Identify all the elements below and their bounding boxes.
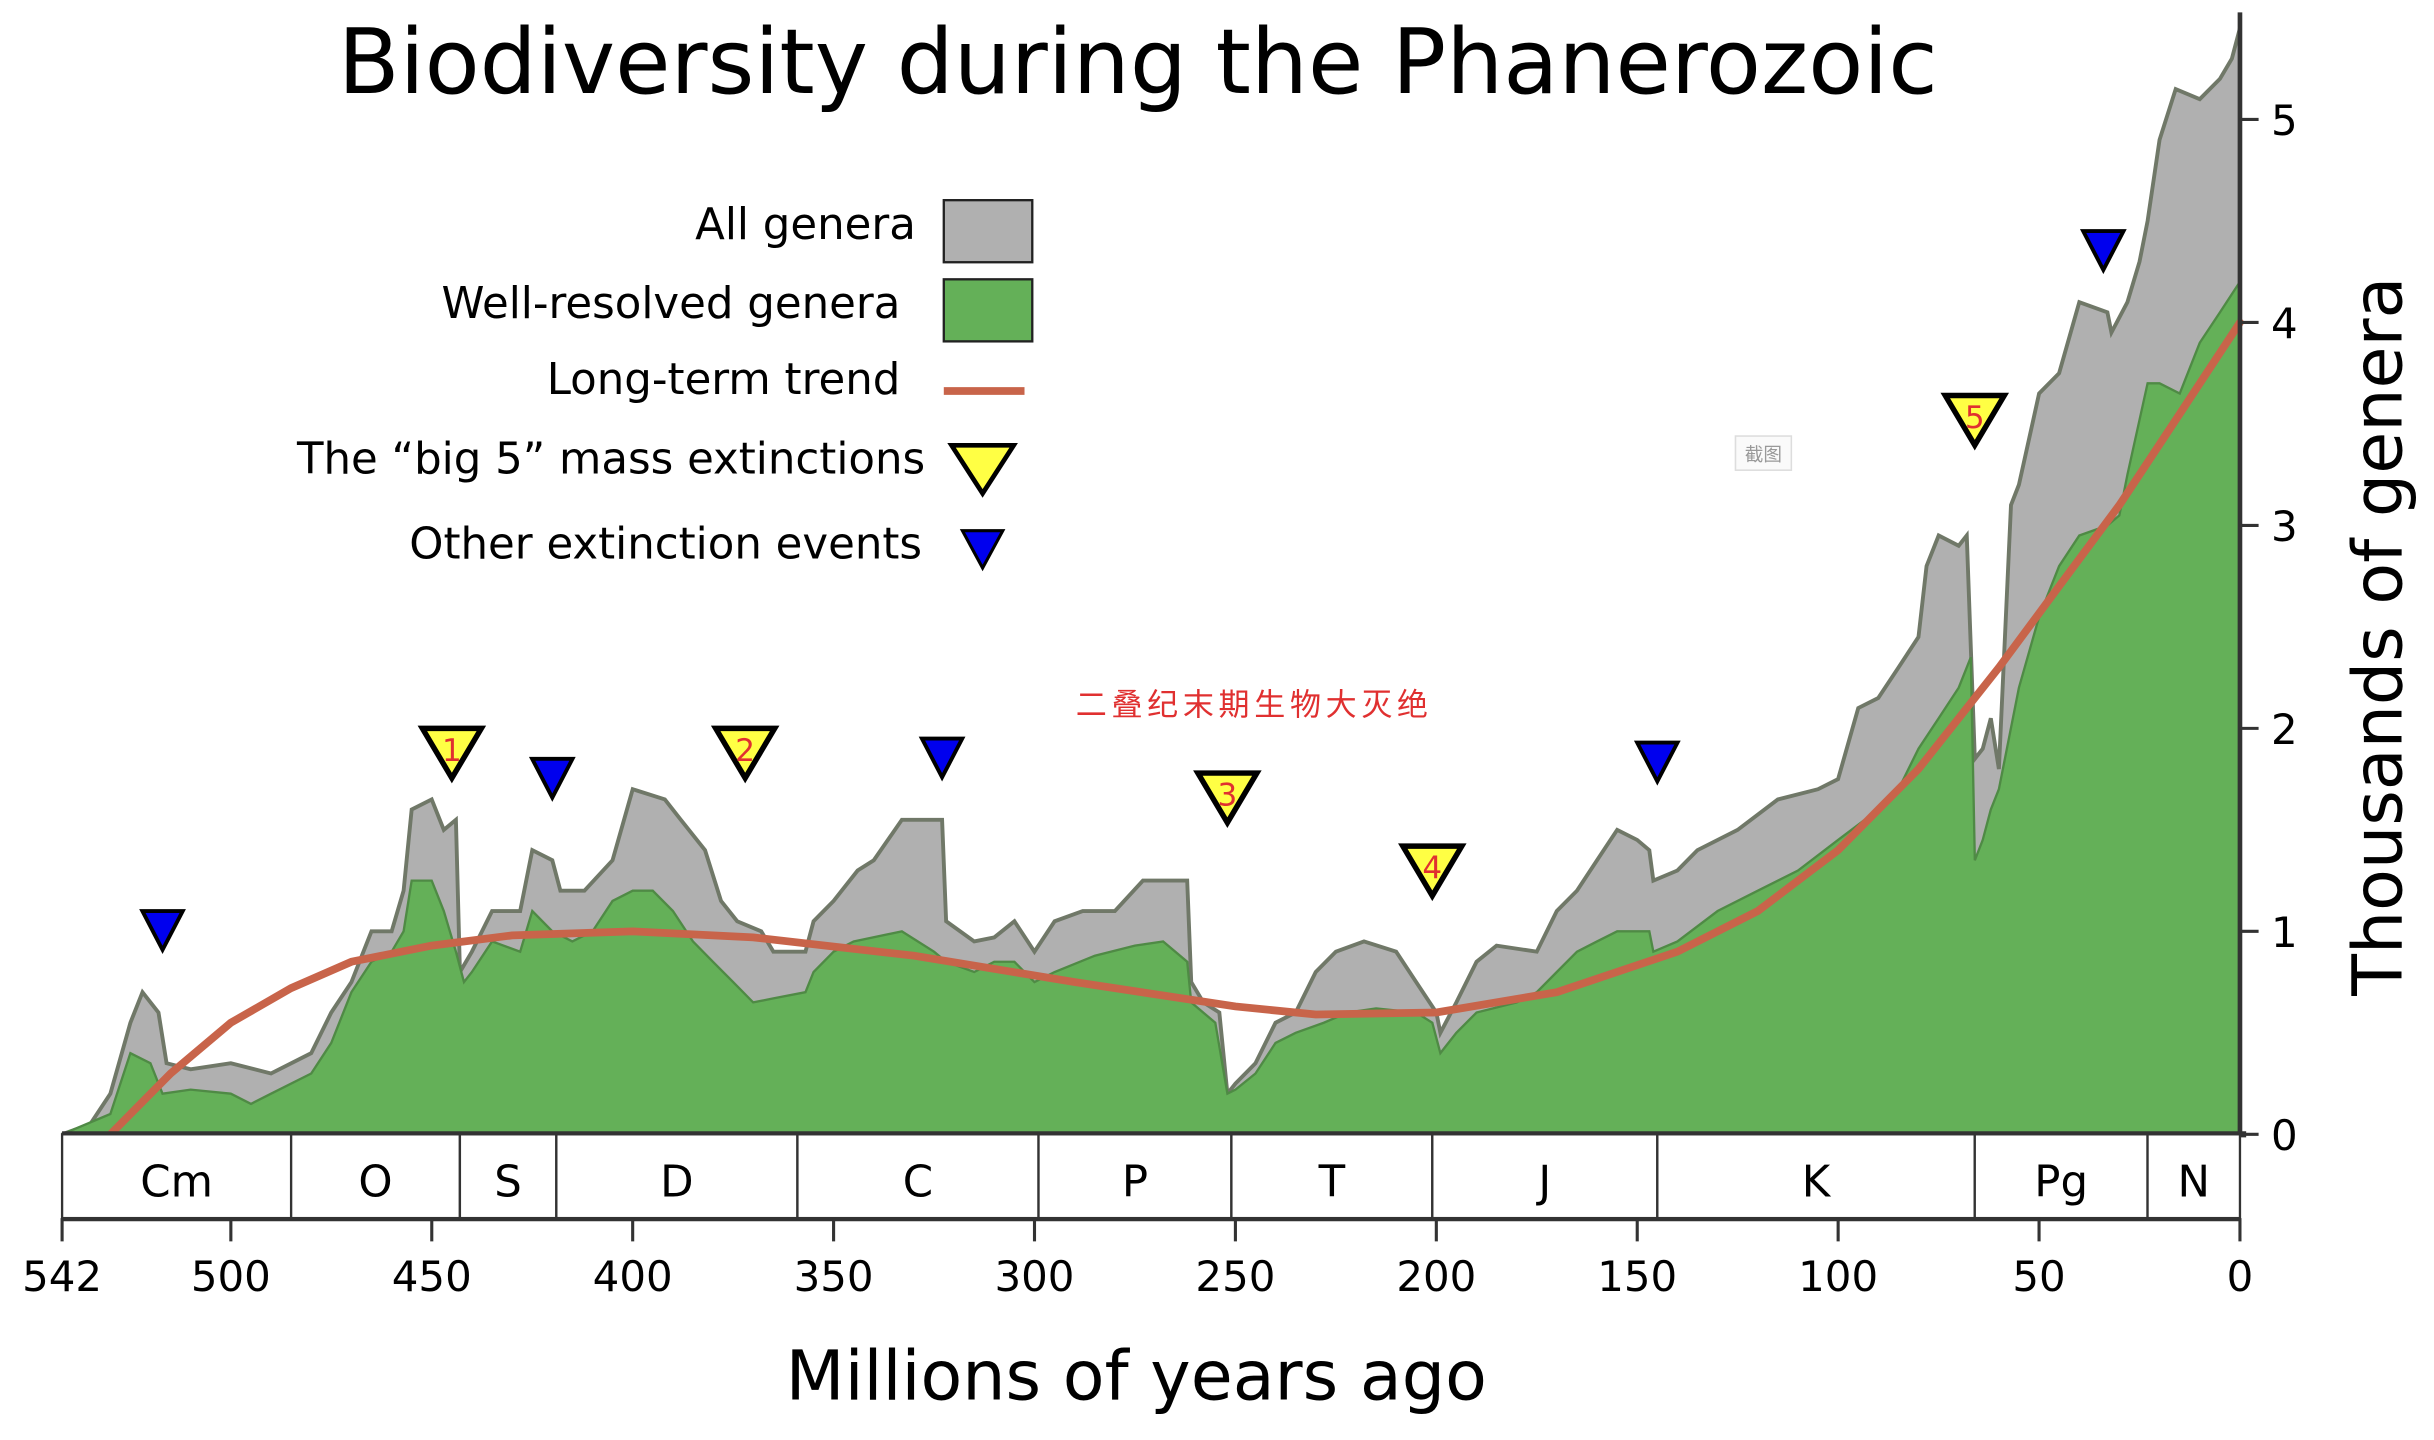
- legend: All genera Well-resolved genera Long-ter…: [296, 199, 1034, 572]
- period-box-D: [555, 1133, 799, 1220]
- svg-text:截图: 截图: [1745, 445, 1782, 466]
- big5-extinction-marker-icon: [1398, 843, 1467, 902]
- series-long-term-trend-line: [106, 318, 2244, 1139]
- period-label-D: D: [660, 1157, 693, 1207]
- period-label-Cm: Cm: [140, 1157, 213, 1207]
- big5-extinction-number: 2: [735, 733, 755, 769]
- series-all-genera-area: [61, 27, 2242, 1137]
- period-box-K: [1656, 1133, 1976, 1220]
- legend-swatch-resolved: [942, 278, 1034, 343]
- y-tick-label: 4: [2271, 299, 2298, 348]
- period-label-Pg: Pg: [2034, 1157, 2088, 1207]
- period-label-K: K: [1802, 1157, 1832, 1207]
- permian-extinction-annotation: 二叠纪末期生物大灭绝: [1076, 687, 1433, 723]
- period-label-T: T: [1318, 1157, 1346, 1207]
- x-tick-label: 200: [1396, 1252, 1476, 1301]
- big5-extinction-marker-icon: [1193, 770, 1262, 829]
- period-label-P: P: [1122, 1157, 1148, 1207]
- big5-extinction-marker-icon: [710, 725, 780, 784]
- period-box-Pg: [1973, 1133, 2149, 1220]
- period-label-S: S: [494, 1157, 522, 1207]
- big5-extinction-marker-icon: [1940, 392, 2010, 451]
- legend-label-other: Other extinction events: [409, 520, 922, 570]
- legend-swatch-all: [942, 199, 1034, 264]
- x-tick-label: 450: [392, 1252, 472, 1301]
- period-box-T: [1230, 1133, 1434, 1220]
- other-extinction-marker-icon: [1633, 740, 1681, 786]
- period-box-Cm: [60, 1133, 293, 1220]
- other-extinction-marker-icon: [528, 756, 576, 802]
- period-label-J: J: [1535, 1157, 1551, 1207]
- period-box-N: [2146, 1133, 2242, 1220]
- y-tick-label: 5: [2271, 96, 2298, 145]
- x-tick-label: 250: [1195, 1252, 1275, 1301]
- y-tick-label: 0: [2271, 1111, 2298, 1160]
- other-extinction-marker-icon: [139, 909, 186, 955]
- x-tick-label: 350: [794, 1252, 874, 1301]
- x-tick-label: 0: [2227, 1252, 2254, 1301]
- x-tick-label: 400: [593, 1252, 673, 1301]
- period-box-J: [1431, 1133, 1659, 1220]
- x-tick-label: 300: [995, 1252, 1075, 1301]
- y-tick-label: 3: [2271, 502, 2298, 551]
- legend-other-triangle-icon: [959, 529, 1006, 572]
- x-tick-label: 50: [2012, 1252, 2065, 1301]
- y-tick-label: 2: [2271, 705, 2298, 754]
- x-tick-label: 542: [22, 1252, 102, 1301]
- big5-extinction-number: 4: [1422, 851, 1442, 887]
- big5-extinction-marker-icon: [417, 725, 487, 784]
- legend-label-trend: Long-term trend: [547, 355, 901, 405]
- big5-extinction-number: 3: [1217, 778, 1237, 814]
- y-tick-label: 1: [2271, 908, 2298, 957]
- screenshot-watermark: 截图: [1734, 435, 1793, 471]
- period-label-O: O: [358, 1157, 392, 1207]
- x-tick-label: 500: [191, 1252, 271, 1301]
- legend-label-resolved: Well-resolved genera: [442, 279, 901, 329]
- period-label-C: C: [903, 1157, 933, 1207]
- period-label-N: N: [2178, 1157, 2211, 1207]
- legend-label-big5: The “big 5” mass extinctions: [296, 434, 925, 484]
- big5-extinction-number: 1: [442, 733, 462, 769]
- other-extinction-marker-icon: [918, 736, 966, 782]
- period-box-O: [289, 1133, 462, 1220]
- x-axis-label: Millions of years ago: [786, 1338, 1487, 1417]
- big5-extinction-number: 5: [1965, 400, 1985, 436]
- legend-label-all: All genera: [695, 200, 916, 250]
- y-axis-label: Thousands of genera: [2339, 277, 2418, 997]
- other-extinction-marker-icon: [2079, 229, 2127, 275]
- x-tick-label: 150: [1597, 1252, 1677, 1301]
- chart-title: Biodiversity during the Phanerozoic: [338, 10, 1938, 115]
- x-tick-label: 100: [1798, 1252, 1878, 1301]
- legend-big5-triangle-icon: [947, 443, 1018, 498]
